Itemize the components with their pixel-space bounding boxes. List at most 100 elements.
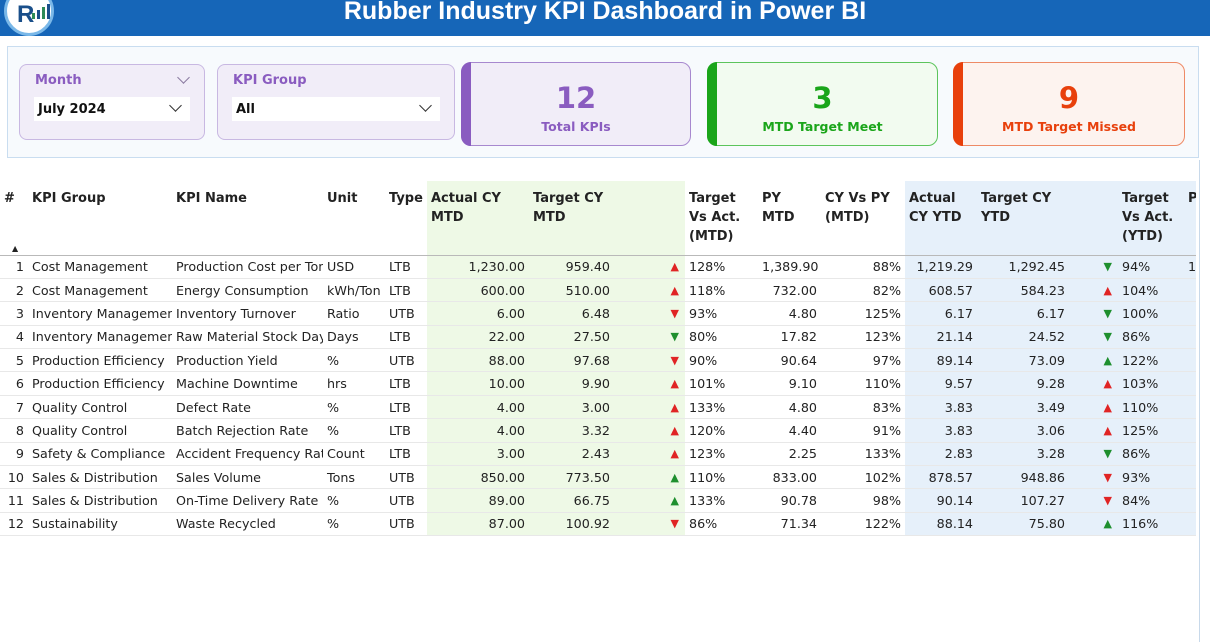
cell-py-mtd: 4.40 bbox=[758, 418, 821, 443]
arrow-up-icon: ▲ bbox=[1103, 377, 1112, 391]
month-dropdown[interactable]: July 2024 bbox=[34, 97, 190, 121]
table-row[interactable]: 6 Production Efficiency Machine Downtime hr… bbox=[0, 371, 1196, 396]
table-row[interactable]: 5 Production Efficiency Production Yield% U… bbox=[0, 348, 1196, 373]
arrow-down-icon: ▼ bbox=[670, 517, 679, 531]
cell-py-ytd bbox=[1184, 442, 1196, 467]
card-accent-bar bbox=[461, 62, 471, 146]
table-row[interactable]: 2 Cost Management Energy Consumption kWh/To… bbox=[0, 278, 1196, 303]
kpi-table[interactable]: # ▲ KPI Group KPI Name Unit Type Actual C… bbox=[0, 181, 1196, 541]
chevron-down-icon[interactable] bbox=[419, 99, 432, 112]
arrow-up-icon: ▲ bbox=[670, 494, 679, 508]
status-indicator: ▲ bbox=[1069, 395, 1118, 420]
cell-act-ytd: 3.83 bbox=[905, 418, 977, 443]
table-row[interactable]: 9 Safety & Compliance Accident Frequency R… bbox=[0, 442, 1196, 467]
total-kpis-value: 12 bbox=[555, 81, 597, 115]
cell-tgt-mtd: 66.75 bbox=[529, 488, 614, 513]
table-row[interactable]: 10 Sales & Distribution Sales Volume Tons UT… bbox=[0, 465, 1196, 490]
col-header-py-ytd[interactable]: P bbox=[1184, 181, 1196, 256]
cell-tva-ytd: 100% bbox=[1118, 301, 1184, 326]
status-indicator: ▼ bbox=[1069, 301, 1118, 326]
chevron-down-icon[interactable] bbox=[169, 99, 182, 112]
col-header-target-vs-act-ytd[interactable]: Target Vs Act. (YTD) bbox=[1118, 181, 1184, 256]
cell-tgt-mtd: 100.92 bbox=[529, 512, 614, 537]
cell-tgt-mtd: 773.50 bbox=[529, 465, 614, 490]
cell-group: Inventory Management bbox=[28, 325, 172, 350]
arrow-up-icon: ▲ bbox=[1103, 400, 1112, 414]
cell-type: UTB bbox=[385, 512, 427, 537]
status-indicator: ▲ bbox=[614, 442, 685, 467]
cell-tva-ytd: 86% bbox=[1118, 325, 1184, 350]
cell-type: UTB bbox=[385, 465, 427, 490]
cell-cvp-mtd: 98% bbox=[821, 488, 905, 513]
cell-tva-mtd: 128% bbox=[685, 255, 758, 279]
cell-type: LTB bbox=[385, 278, 427, 303]
table-row[interactable]: 12 Sustainability Waste Recycled% UTB 87.00 1… bbox=[0, 512, 1196, 537]
status-indicator: ▲ bbox=[1069, 371, 1118, 396]
cell-tva-ytd: 110% bbox=[1118, 395, 1184, 420]
chevron-down-icon[interactable] bbox=[177, 71, 190, 84]
cell-name: Raw Material Stock Days bbox=[172, 325, 323, 350]
arrow-up-icon: ▲ bbox=[670, 470, 679, 484]
table-row[interactable]: 4 Inventory Management Raw Material Stock … bbox=[0, 325, 1196, 350]
kpi-table-body: 1 Cost Management Production Cost per Ton U… bbox=[0, 255, 1196, 537]
arrow-down-icon: ▼ bbox=[670, 306, 679, 320]
status-indicator: ▲ bbox=[1069, 348, 1118, 373]
cell-tva-ytd: 103% bbox=[1118, 371, 1184, 396]
cell-tva-ytd: 104% bbox=[1118, 278, 1184, 303]
arrow-down-icon: ▼ bbox=[670, 330, 679, 344]
col-header-cy-vs-py-mtd[interactable]: CY Vs PY (MTD) bbox=[821, 181, 905, 256]
cell-unit: USD bbox=[323, 255, 385, 279]
col-header-unit[interactable]: Unit bbox=[323, 181, 385, 256]
table-row[interactable]: 3 Inventory Management Inventory Turnover R… bbox=[0, 301, 1196, 326]
cell-name: Defect Rate bbox=[172, 395, 323, 420]
col-header-target-vs-act-mtd[interactable]: Target Vs Act. (MTD) bbox=[685, 181, 758, 256]
cell-act-ytd: 6.17 bbox=[905, 301, 977, 326]
cell-type: LTB bbox=[385, 395, 427, 420]
status-indicator: ▼ bbox=[1069, 325, 1118, 350]
header-bar: Rubber Industry KPI Dashboard in Power B… bbox=[0, 0, 1210, 36]
table-row[interactable]: 7 Quality Control Defect Rate% LTB 4.00 3.00 ▲… bbox=[0, 395, 1196, 420]
cell-n: 10 bbox=[0, 465, 28, 490]
cell-unit: % bbox=[323, 348, 385, 373]
cell-type: LTB bbox=[385, 371, 427, 396]
mtd-target-meet-card: 3 MTD Target Meet bbox=[707, 62, 938, 146]
cell-cvp-mtd: 133% bbox=[821, 442, 905, 467]
cell-name: Accident Frequency Rate bbox=[172, 442, 323, 467]
kpi-group-slicer[interactable]: KPI Group All bbox=[217, 64, 455, 140]
table-row[interactable]: 1 Cost Management Production Cost per Ton U… bbox=[0, 255, 1196, 279]
cell-tva-mtd: 101% bbox=[685, 371, 758, 396]
month-value: July 2024 bbox=[38, 102, 106, 117]
col-header-actual-cy-mtd[interactable]: Actual CY MTD bbox=[427, 181, 529, 256]
mtd-target-meet-label: MTD Target Meet bbox=[762, 119, 883, 134]
col-header-kpi-group[interactable]: KPI Group bbox=[28, 181, 172, 256]
cell-tgt-ytd: 3.06 bbox=[977, 418, 1069, 443]
col-header-type[interactable]: Type bbox=[385, 181, 427, 256]
table-row[interactable]: 11 Sales & Distribution On-Time Delivery R… bbox=[0, 488, 1196, 513]
col-header-kpi-name[interactable]: KPI Name bbox=[172, 181, 323, 256]
cell-act-mtd: 3.00 bbox=[427, 442, 529, 467]
cell-type: LTB bbox=[385, 255, 427, 279]
month-slicer[interactable]: Month July 2024 bbox=[19, 64, 205, 140]
cell-tgt-mtd: 959.40 bbox=[529, 255, 614, 279]
cell-group: Production Efficiency bbox=[28, 371, 172, 396]
cell-tgt-mtd: 510.00 bbox=[529, 278, 614, 303]
status-indicator: ▲ bbox=[614, 255, 685, 279]
cell-tgt-mtd: 3.32 bbox=[529, 418, 614, 443]
col-header-py-mtd[interactable]: PY MTD bbox=[758, 181, 821, 256]
status-indicator: ▲ bbox=[1069, 418, 1118, 443]
kpi-group-dropdown[interactable]: All bbox=[232, 97, 440, 121]
total-kpis-card: 12 Total KPIs bbox=[461, 62, 691, 146]
arrow-down-icon: ▼ bbox=[1103, 260, 1112, 274]
cell-unit: kWh/Ton bbox=[323, 278, 385, 303]
col-header-target-cy-mtd[interactable]: Target CY MTD bbox=[529, 181, 614, 256]
cell-tva-mtd: 133% bbox=[685, 488, 758, 513]
arrow-up-icon: ▲ bbox=[670, 447, 679, 461]
col-header-actual-cy-ytd[interactable]: Actual CY YTD bbox=[905, 181, 977, 256]
page-border bbox=[1199, 160, 1200, 642]
cell-unit: Ratio bbox=[323, 301, 385, 326]
col-header-target-cy-ytd[interactable]: Target CY YTD bbox=[977, 181, 1069, 256]
table-row[interactable]: 8 Quality Control Batch Rejection Rate% LTB… bbox=[0, 418, 1196, 443]
sort-ascending-icon[interactable]: ▲ bbox=[12, 244, 19, 253]
cell-name: Machine Downtime bbox=[172, 371, 323, 396]
col-header-index[interactable]: # ▲ bbox=[0, 181, 28, 256]
